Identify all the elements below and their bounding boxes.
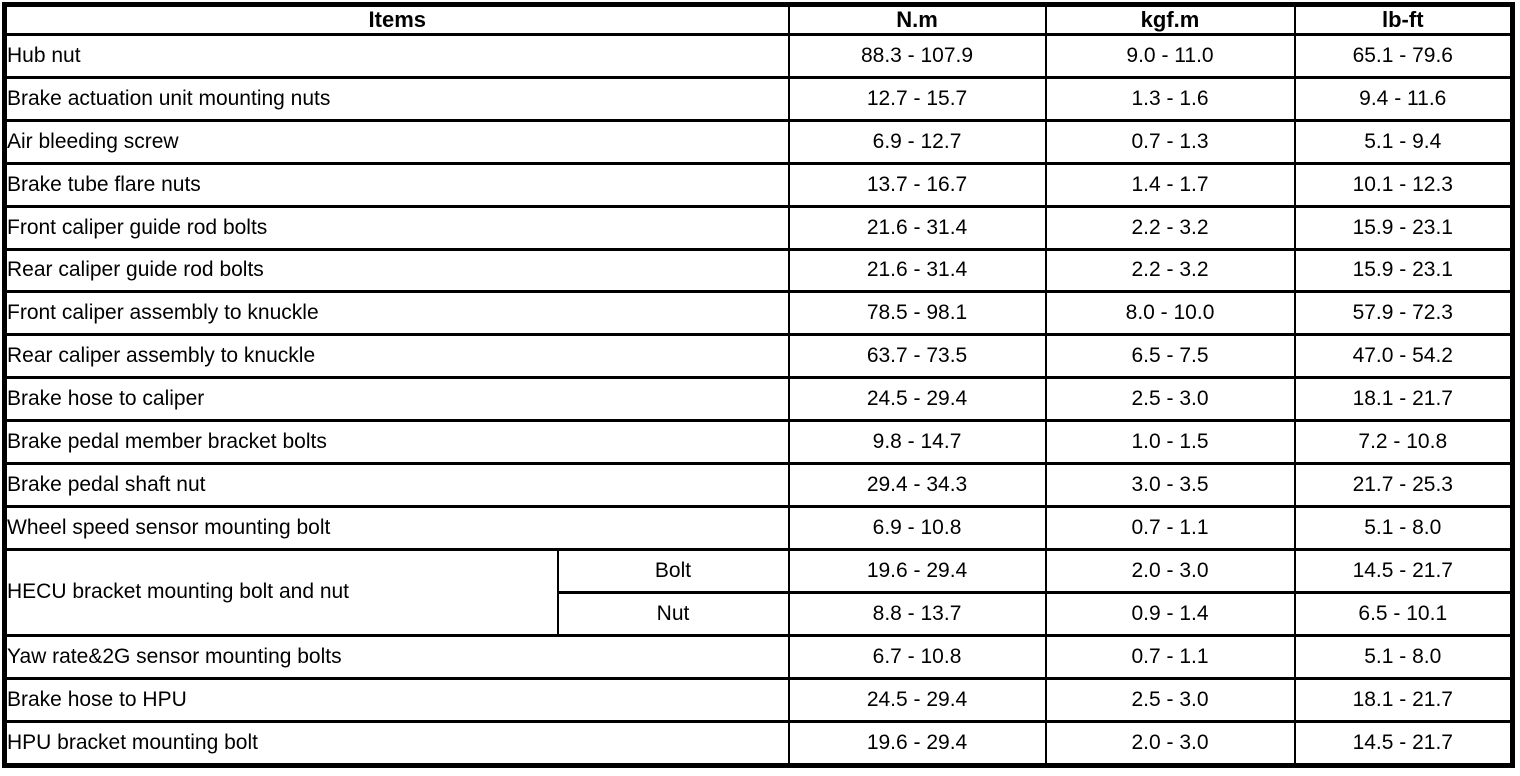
item-label-cell: Wheel speed sensor mounting bolt	[3, 504, 790, 551]
lbft-value-cell: 21.7 - 25.3	[1293, 462, 1514, 508]
table-row: Air bleeding screw 6.9 - 12.7 0.7 - 1.3 …	[3, 118, 1514, 165]
item-label-cell: Yaw rate&2G sensor mounting bolts	[3, 633, 790, 680]
kgfm-value-cell: 0.9 - 1.4	[1044, 590, 1296, 637]
kgfm-value-cell: 2.5 - 3.0	[1044, 676, 1296, 723]
lbft-value-cell: 14.5 - 21.7	[1293, 719, 1514, 767]
lbft-value-cell: 10.1 - 12.3	[1293, 161, 1514, 208]
nm-value-cell: 78.5 - 98.1	[787, 290, 1047, 337]
item-label-cell: Rear caliper guide rod bolts	[3, 247, 790, 294]
column-header-kgfm: kgf.m	[1044, 3, 1296, 36]
kgfm-value-cell: 1.4 - 1.7	[1044, 161, 1296, 208]
table-row: Front caliper guide rod bolts 21.6 - 31.…	[3, 204, 1514, 251]
lbft-value-cell: 18.1 - 21.7	[1293, 676, 1514, 723]
nm-value-cell: 21.6 - 31.4	[787, 247, 1047, 294]
item-label-cell: Brake tube flare nuts	[3, 161, 790, 208]
table-row: Brake actuation unit mounting nuts 12.7 …	[3, 75, 1514, 122]
nm-value-cell: 19.6 - 29.4	[787, 719, 1047, 767]
hecu-sub-label-cell: Nut	[556, 590, 790, 637]
table-row: Yaw rate&2G sensor mounting bolts 6.7 - …	[3, 633, 1514, 680]
hecu-sub-label-cell: Bolt	[556, 547, 790, 594]
lbft-value-cell: 5.1 - 8.0	[1293, 504, 1514, 551]
kgfm-value-cell: 2.2 - 3.2	[1044, 247, 1296, 294]
item-label-cell: Brake hose to HPU	[3, 676, 790, 723]
lbft-value-cell: 18.1 - 21.7	[1293, 376, 1514, 423]
table-row: Brake hose to HPU 24.5 - 29.4 2.5 - 3.0 …	[3, 676, 1514, 723]
kgfm-value-cell: 3.0 - 3.5	[1044, 462, 1296, 508]
kgfm-value-cell: 8.0 - 10.0	[1044, 290, 1296, 337]
lbft-value-cell: 65.1 - 79.6	[1293, 33, 1514, 79]
column-header-items: Items	[3, 3, 790, 36]
table-row: Hub nut 88.3 - 107.9 9.0 - 11.0 65.1 - 7…	[3, 33, 1514, 79]
kgfm-value-cell: 1.0 - 1.5	[1044, 419, 1296, 466]
table-row: Brake tube flare nuts 13.7 - 16.7 1.4 - …	[3, 161, 1514, 208]
lbft-value-cell: 57.9 - 72.3	[1293, 290, 1514, 337]
item-label-cell: Air bleeding screw	[3, 118, 790, 165]
table-row: HPU bracket mounting bolt 19.6 - 29.4 2.…	[3, 719, 1514, 767]
kgfm-value-cell: 2.5 - 3.0	[1044, 376, 1296, 423]
nm-value-cell: 63.7 - 73.5	[787, 333, 1047, 380]
item-label-cell: HPU bracket mounting bolt	[3, 719, 790, 767]
kgfm-value-cell: 0.7 - 1.1	[1044, 504, 1296, 551]
nm-value-cell: 21.6 - 31.4	[787, 204, 1047, 251]
nm-value-cell: 6.7 - 10.8	[787, 633, 1047, 680]
column-header-nm: N.m	[787, 3, 1047, 36]
table-row: Brake hose to caliper 24.5 - 29.4 2.5 - …	[3, 376, 1514, 423]
nm-value-cell: 6.9 - 10.8	[787, 504, 1047, 551]
item-label-cell: Front caliper guide rod bolts	[3, 204, 790, 251]
nm-value-cell: 9.8 - 14.7	[787, 419, 1047, 466]
item-label-cell: Rear caliper assembly to knuckle	[3, 333, 790, 380]
lbft-value-cell: 6.5 - 10.1	[1293, 590, 1514, 637]
table-row: Brake pedal member bracket bolts 9.8 - 1…	[3, 419, 1514, 466]
item-label-cell: Brake actuation unit mounting nuts	[3, 75, 790, 122]
nm-value-cell: 24.5 - 29.4	[787, 676, 1047, 723]
table-row: Rear caliper guide rod bolts 21.6 - 31.4…	[3, 247, 1514, 294]
nm-value-cell: 24.5 - 29.4	[787, 376, 1047, 423]
table-row: Front caliper assembly to knuckle 78.5 -…	[3, 290, 1514, 337]
lbft-value-cell: 5.1 - 9.4	[1293, 118, 1514, 165]
lbft-value-cell: 15.9 - 23.1	[1293, 204, 1514, 251]
kgfm-value-cell: 1.3 - 1.6	[1044, 75, 1296, 122]
nm-value-cell: 12.7 - 15.7	[787, 75, 1047, 122]
item-label-cell: Front caliper assembly to knuckle	[3, 290, 790, 337]
kgfm-value-cell: 2.0 - 3.0	[1044, 719, 1296, 767]
item-label-cell: HECU bracket mounting bolt and nut	[3, 547, 559, 637]
table-row-hecu-bolt: HECU bracket mounting bolt and nut Bolt …	[3, 547, 1514, 637]
table-row: Wheel speed sensor mounting bolt 6.9 - 1…	[3, 504, 1514, 551]
kgfm-value-cell: 9.0 - 11.0	[1044, 33, 1296, 79]
lbft-value-cell: 7.2 - 10.8	[1293, 419, 1514, 466]
item-label-cell: Brake hose to caliper	[3, 376, 790, 423]
kgfm-value-cell: 0.7 - 1.1	[1044, 633, 1296, 680]
item-label-cell: Brake pedal member bracket bolts	[3, 419, 790, 466]
table-row: Brake pedal shaft nut 29.4 - 34.3 3.0 - …	[3, 462, 1514, 508]
lbft-value-cell: 9.4 - 11.6	[1293, 75, 1514, 122]
lbft-value-cell: 15.9 - 23.1	[1293, 247, 1514, 294]
kgfm-value-cell: 0.7 - 1.3	[1044, 118, 1296, 165]
nm-value-cell: 29.4 - 34.3	[787, 462, 1047, 508]
nm-value-cell: 13.7 - 16.7	[787, 161, 1047, 208]
item-label-cell: Hub nut	[3, 33, 790, 79]
kgfm-value-cell: 6.5 - 7.5	[1044, 333, 1296, 380]
lbft-value-cell: 14.5 - 21.7	[1293, 547, 1514, 594]
column-header-lbft: lb-ft	[1293, 3, 1514, 36]
table-row: Rear caliper assembly to knuckle 63.7 - …	[3, 333, 1514, 380]
kgfm-value-cell: 2.0 - 3.0	[1044, 547, 1296, 594]
table-row-hecu-nut: Nut 8.8 - 13.7 0.9 - 1.4 6.5 - 10.1	[5, 590, 1514, 637]
nm-value-cell: 8.8 - 13.7	[787, 590, 1047, 637]
item-label-cell: Brake pedal shaft nut	[3, 462, 790, 508]
lbft-value-cell: 5.1 - 8.0	[1293, 633, 1514, 680]
nm-value-cell: 19.6 - 29.4	[787, 547, 1047, 594]
nm-value-cell: 6.9 - 12.7	[787, 118, 1047, 165]
header-row: Items N.m kgf.m lb-ft	[3, 3, 1514, 36]
nm-value-cell: 88.3 - 107.9	[787, 33, 1047, 79]
lbft-value-cell: 47.0 - 54.2	[1293, 333, 1514, 380]
kgfm-value-cell: 2.2 - 3.2	[1044, 204, 1296, 251]
